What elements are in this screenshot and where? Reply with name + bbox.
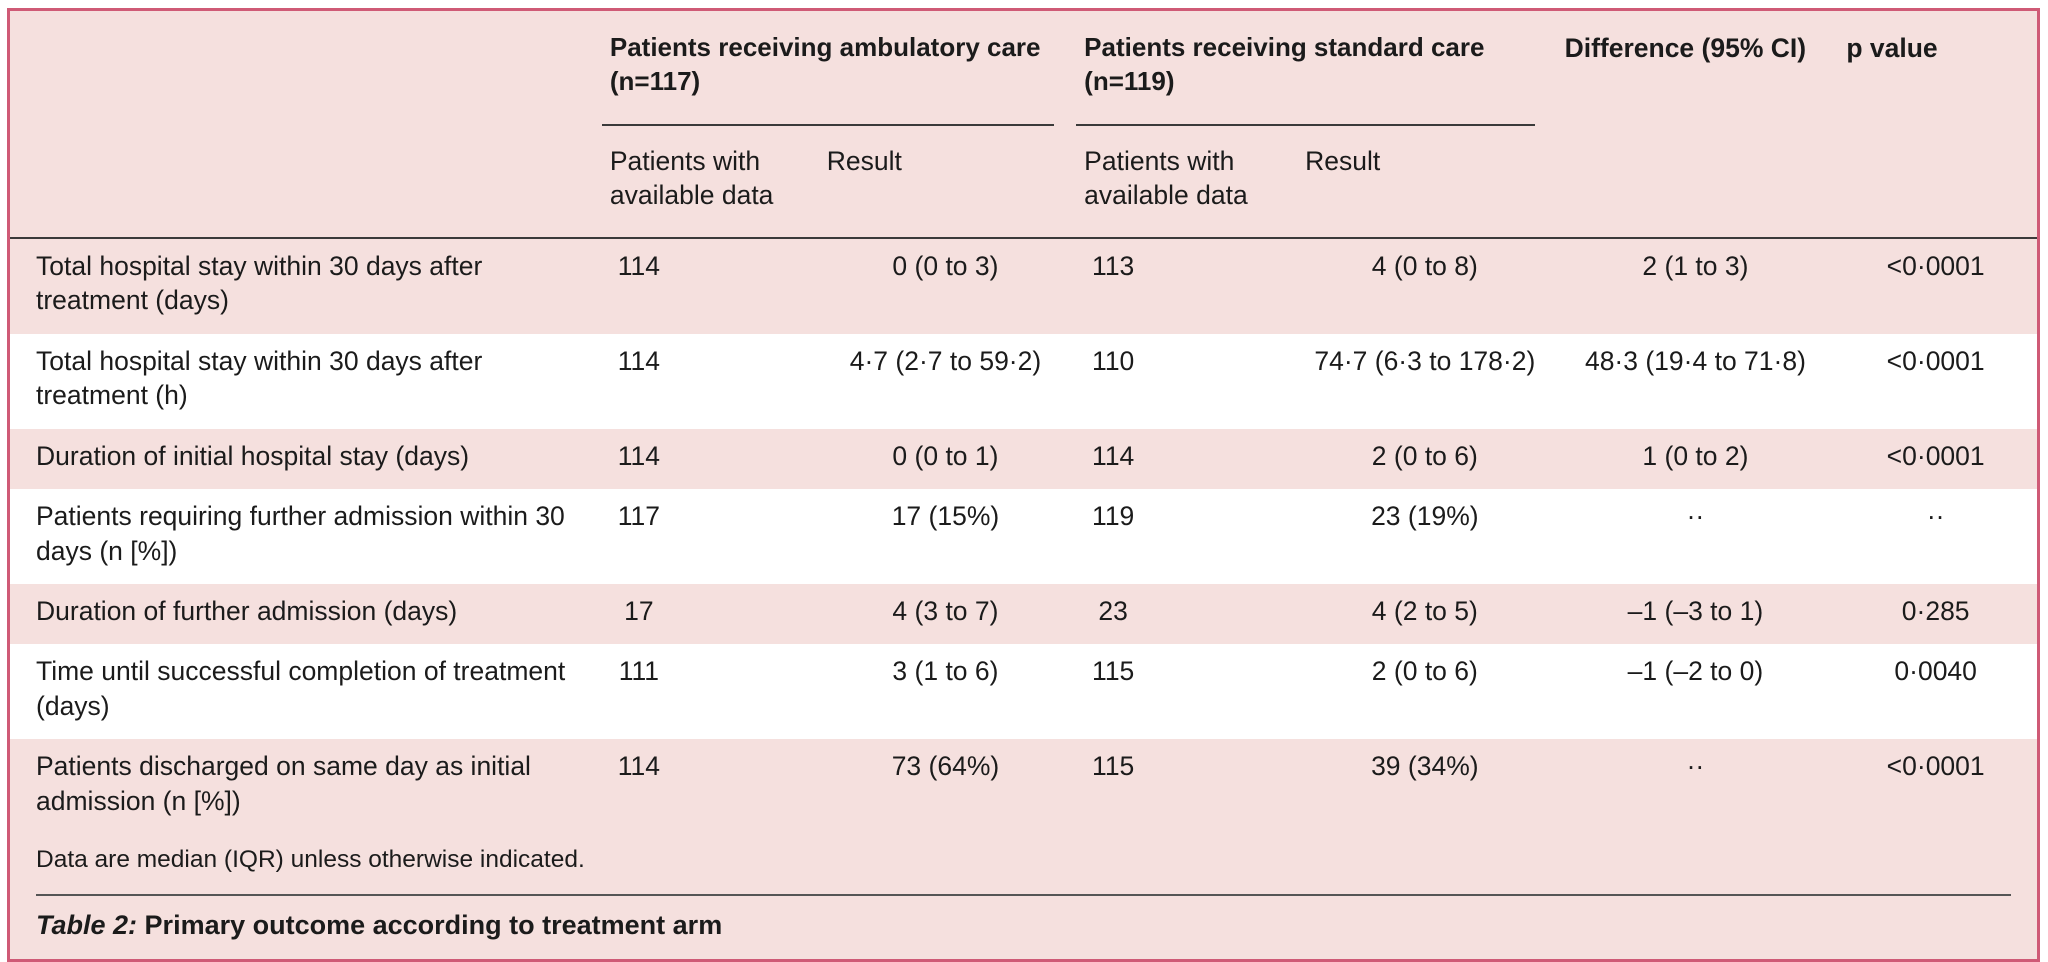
standard-n-value: 115 (1092, 751, 1135, 782)
subheader-standard-n: Patients with available data (1076, 126, 1298, 239)
difference-cell: –1 (–3 to 1) (1627, 595, 1764, 626)
outcome-label-cell: Time until successful completion of trea… (36, 656, 566, 721)
standard-n-cell: 114 (1076, 429, 1297, 489)
pvalue-cell: <0·0001 (1886, 250, 1985, 281)
standard-result-cell: 74·7 (6·3 to 178·2) (1314, 345, 1536, 376)
difference-cell: 48·3 (19·4 to 71·8) (1584, 345, 1806, 376)
outcomes-table-card: Patients receiving ambulatory care (n=11… (7, 8, 2040, 962)
ambulatory-n-cell: 114 (602, 429, 819, 489)
pvalue-cell: 0·285 (1901, 595, 1970, 626)
ambulatory-n-value: 17 (624, 595, 654, 626)
ambulatory-n-value: 114 (617, 440, 660, 471)
pvalue-cell: ·· (1926, 501, 1945, 532)
ambulatory-n-value: 117 (617, 501, 660, 532)
table-row: Duration of initial hospital stay (days)… (10, 429, 2037, 489)
ambulatory-n-value: 114 (617, 345, 660, 376)
difference-cell: 1 (0 to 2) (1642, 440, 1749, 471)
standard-result-cell: 2 (0 to 6) (1371, 440, 1478, 471)
ambulatory-n-value: 114 (617, 250, 660, 281)
difference-cell: 2 (1 to 3) (1642, 250, 1749, 281)
standard-n-cell: 115 (1076, 739, 1297, 834)
group-header-standard-label: Patients receiving standard care (n=119) (1076, 31, 1535, 126)
ambulatory-result-cell: 0 (0 to 1) (892, 440, 999, 471)
difference-cell: ·· (1686, 751, 1705, 782)
outcome-label-cell: Duration of initial hospital stay (days) (36, 440, 470, 471)
ambulatory-result-cell: 73 (64%) (891, 751, 1000, 782)
standard-result-cell: 39 (34%) (1371, 751, 1479, 782)
outcome-label-cell: Total hospital stay within 30 days after… (36, 345, 483, 411)
standard-result-cell: 4 (0 to 8) (1371, 250, 1478, 281)
ambulatory-result-cell: 4 (3 to 7) (892, 595, 999, 626)
caption-divider (36, 894, 2011, 897)
table-caption-text: Primary outcome according to treatment a… (144, 910, 723, 941)
table-body: Total hospital stay within 30 days after… (10, 238, 2037, 834)
column-header-difference: Difference (95% CI) (1556, 11, 1839, 239)
outcome-label-cell: Patients discharged on same day as initi… (36, 751, 531, 816)
ambulatory-n-cell: 114 (602, 238, 819, 334)
group-header-ambulatory: Patients receiving ambulatory care (n=11… (601, 11, 1076, 126)
ambulatory-n-cell: 117 (602, 489, 819, 584)
standard-n-cell: 113 (1076, 238, 1297, 334)
ambulatory-n-value: 114 (617, 751, 660, 782)
standard-n-cell: 23 (1076, 584, 1297, 644)
table-row: Duration of further admission (days) 17 … (10, 584, 2037, 644)
outcome-label-cell: Total hospital stay within 30 days after… (36, 250, 483, 316)
table-row: Time until successful completion of trea… (10, 644, 2037, 740)
ambulatory-result-cell: 0 (0 to 3) (892, 250, 999, 281)
ambulatory-result-cell: 3 (1 to 6) (892, 656, 999, 687)
standard-n-cell: 119 (1076, 489, 1297, 584)
standard-n-value: 114 (1092, 440, 1135, 471)
subheader-standard-result: Result (1297, 126, 1557, 239)
standard-result-cell: 4 (2 to 5) (1371, 595, 1478, 626)
pvalue-cell: <0·0001 (1886, 440, 1985, 471)
standard-n-value: 23 (1098, 595, 1128, 626)
standard-n-value: 110 (1092, 345, 1135, 376)
outcomes-table: Patients receiving ambulatory care (n=11… (10, 11, 2037, 834)
subheader-ambulatory-result: Result (818, 126, 1077, 239)
ambulatory-n-cell: 17 (602, 584, 819, 644)
group-header-standard: Patients receiving standard care (n=119) (1076, 11, 1556, 126)
table-row: Patients requiring further admission wit… (10, 489, 2037, 584)
standard-n-cell: 115 (1076, 644, 1297, 739)
ambulatory-n-value: 111 (618, 656, 660, 687)
group-header-ambulatory-label: Patients receiving ambulatory care (n=11… (601, 31, 1055, 126)
standard-result-cell: 23 (19%) (1371, 501, 1479, 532)
difference-cell: ·· (1686, 501, 1705, 532)
standard-n-value: 115 (1092, 656, 1135, 687)
subheader-ambulatory-n: Patients with available data (601, 126, 819, 239)
table-row: Total hospital stay within 30 days after… (10, 333, 2037, 429)
ambulatory-n-cell: 114 (602, 739, 819, 834)
table-caption-prefix: Table 2: (36, 910, 138, 941)
ambulatory-n-cell: 111 (602, 644, 819, 739)
ambulatory-result-cell: 17 (15%) (891, 501, 1000, 532)
pvalue-cell: <0·0001 (1886, 751, 1985, 782)
table-footnote: Data are median (IQR) unless otherwise i… (36, 846, 585, 874)
pvalue-cell: 0·0040 (1894, 656, 1977, 687)
standard-n-value: 113 (1092, 250, 1135, 281)
outcome-label-cell: Patients requiring further admission wit… (36, 501, 565, 566)
ambulatory-result-cell: 4·7 (2·7 to 59·2) (849, 345, 1042, 376)
table-row: Patients discharged on same day as initi… (10, 739, 2037, 834)
table-caption: Table 2: Primary outcome according to tr… (10, 896, 2037, 959)
table-header: Patients receiving ambulatory care (n=11… (10, 11, 2037, 239)
header-corner-empty (10, 11, 602, 239)
difference-cell: –1 (–2 to 0) (1627, 656, 1764, 687)
column-header-pvalue: p value (1838, 11, 2037, 239)
standard-result-cell: 2 (0 to 6) (1371, 656, 1478, 687)
ambulatory-n-cell: 114 (602, 334, 819, 429)
table-row: Total hospital stay within 30 days after… (10, 238, 2037, 334)
standard-n-value: 119 (1092, 501, 1135, 532)
outcome-label-cell: Duration of further admission (days) (36, 595, 458, 626)
standard-n-cell: 110 (1076, 334, 1297, 429)
pvalue-cell: <0·0001 (1886, 345, 1985, 376)
